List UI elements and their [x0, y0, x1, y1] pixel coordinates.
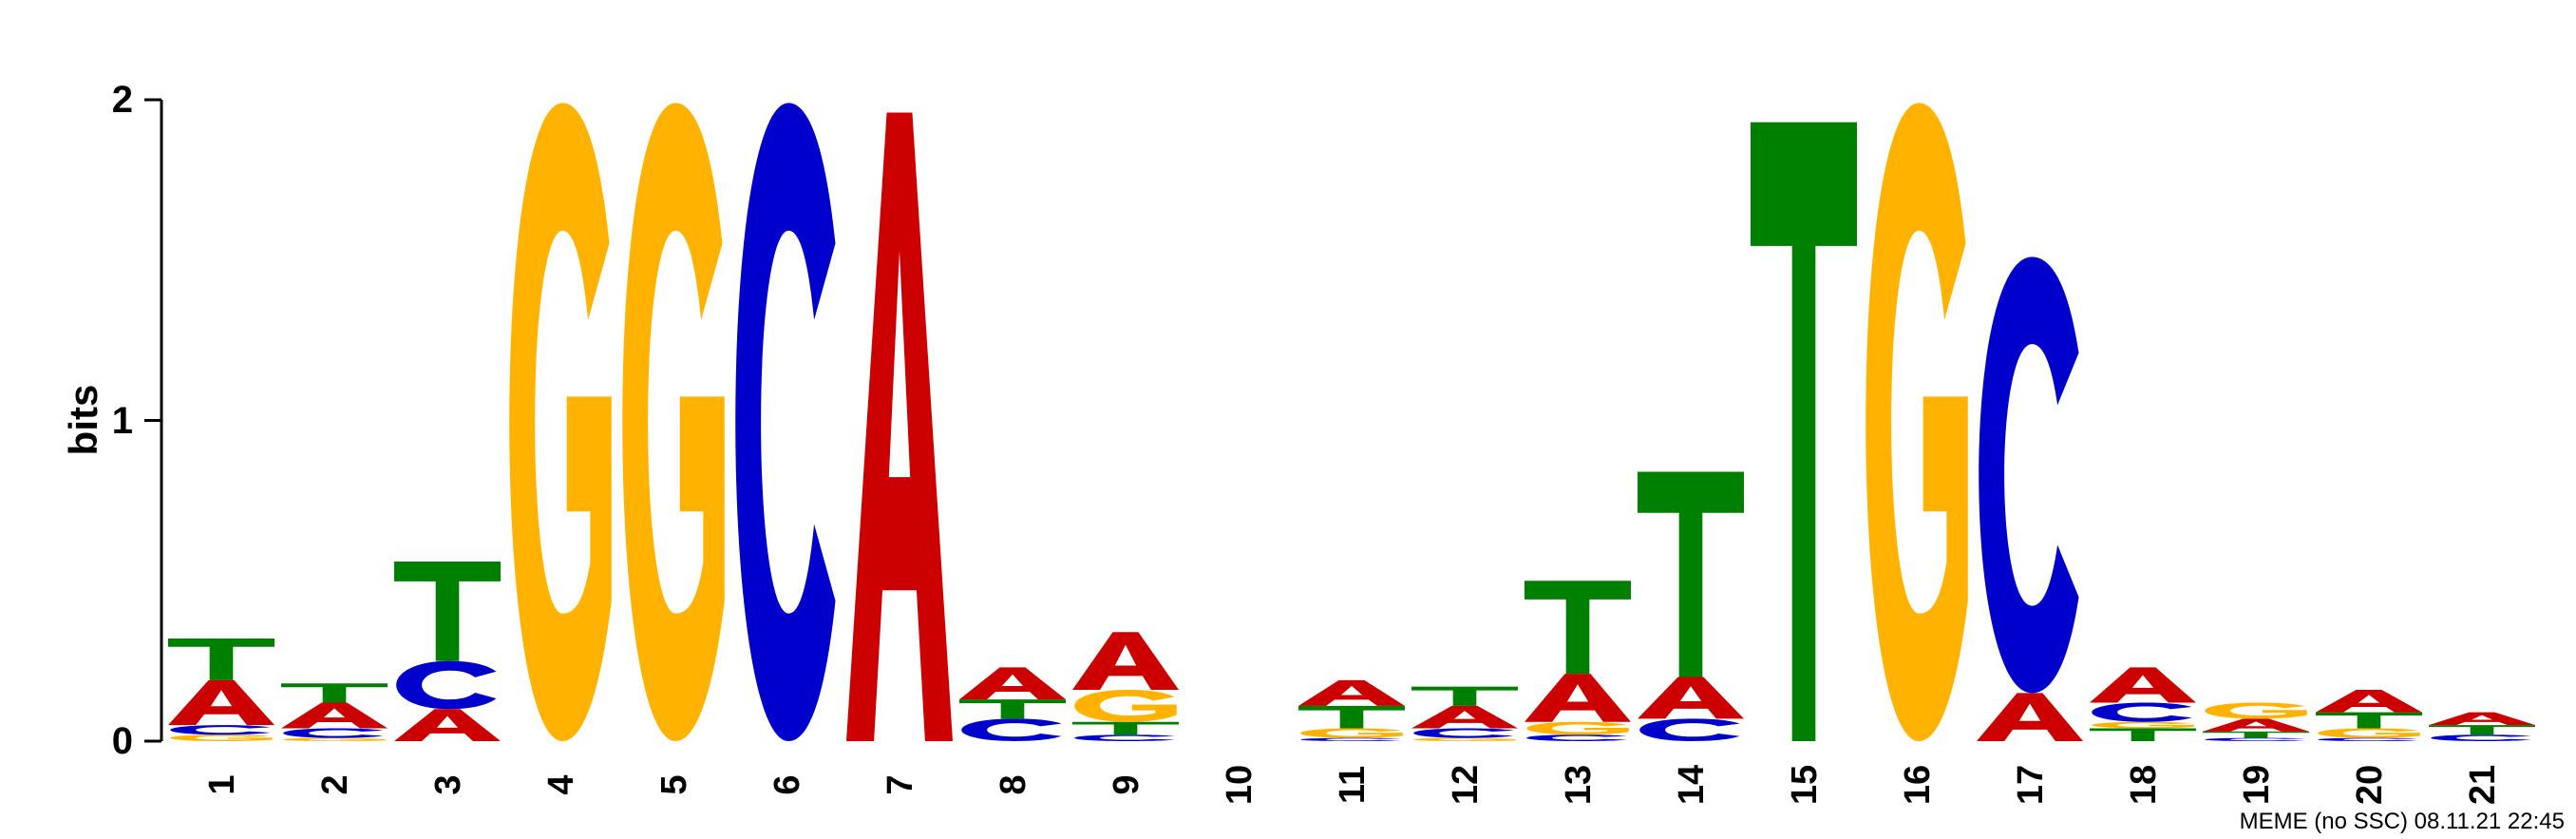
footer-text: MEME (no SSC) 08.11.21 22:45: [2240, 809, 2565, 834]
x-tick-label-9: 9: [1107, 774, 1146, 794]
letter-G-pos-1: [170, 734, 273, 741]
x-tick-label-12: 12: [1446, 765, 1486, 805]
x-tick-label-2: 2: [315, 774, 355, 794]
letter-G-pos-2: [283, 737, 386, 741]
x-tick-label-18: 18: [2124, 765, 2164, 805]
letter-A-pos-11: [1298, 679, 1405, 706]
x-tick-label-19: 19: [2237, 765, 2277, 805]
letter-G-pos-19: [2205, 702, 2307, 719]
x-tick-label-14: 14: [1672, 765, 1712, 805]
letter-C-pos-20: [2318, 737, 2418, 741]
letter-A-pos-2: [281, 702, 388, 729]
letter-T-pos-9: [1072, 721, 1179, 735]
letter-G-pos-16: [1866, 103, 1968, 741]
letter-G-pos-20: [2318, 728, 2420, 738]
letter-C-pos-19: [2205, 737, 2305, 741]
x-tick-label-15: 15: [1785, 765, 1825, 805]
x-tick-label-6: 6: [767, 774, 807, 794]
letter-A-pos-13: [1525, 674, 1631, 722]
letter-T-pos-13: [1525, 581, 1631, 675]
x-tick-label-3: 3: [428, 774, 468, 794]
letter-T-pos-12: [1411, 686, 1518, 706]
letter-C-pos-17: [1979, 257, 2079, 694]
x-tick-label-11: 11: [1333, 766, 1373, 804]
y-tick-label-1: 1: [112, 400, 133, 442]
letter-C-pos-6: [735, 103, 836, 741]
letter-T-pos-11: [1298, 705, 1405, 729]
letter-C-pos-21: [2431, 734, 2531, 741]
x-tick-label-13: 13: [1559, 765, 1599, 805]
letter-G-pos-9: [1074, 690, 1177, 722]
letter-A-pos-1: [168, 679, 275, 726]
x-tick-label-20: 20: [2350, 765, 2390, 805]
letter-C-pos-13: [1526, 734, 1627, 741]
letter-T-pos-14: [1638, 471, 1744, 677]
letter-T-pos-21: [2429, 725, 2535, 735]
letter-A-pos-18: [2090, 667, 2196, 703]
x-tick-label-7: 7: [881, 774, 920, 794]
y-tick-label-0: 0: [112, 720, 133, 762]
letter-G-pos-11: [1300, 728, 1403, 738]
letter-C-pos-8: [961, 718, 1062, 741]
x-tick-label-5: 5: [654, 774, 694, 794]
x-tick-label-10: 10: [1220, 765, 1260, 805]
letter-A-pos-14: [1638, 677, 1744, 719]
letter-T-pos-15: [1751, 122, 1857, 741]
x-axis-labels: 1 2 3 4 5 6 7 8 9 10 11 12 13 14 15 16 17 18 19 20 21: [202, 765, 2503, 805]
letter-C-pos-12: [1413, 728, 1514, 738]
logo-letters: [168, 103, 2535, 741]
letter-C-pos-1: [170, 725, 271, 735]
letter-A-pos-21: [2429, 712, 2535, 726]
letter-G-pos-5: [622, 103, 725, 741]
letter-T-pos-8: [959, 699, 1066, 719]
letter-A-pos-17: [1977, 693, 2083, 741]
y-axis-label: bits: [61, 385, 105, 456]
letter-G-pos-12: [1413, 737, 1516, 741]
letter-G-pos-18: [2092, 721, 2194, 729]
letter-A-pos-19: [2203, 718, 2309, 732]
letter-A-pos-12: [1411, 705, 1518, 729]
letter-C-pos-18: [2092, 702, 2192, 722]
letter-G-pos-4: [509, 103, 612, 741]
letter-A-pos-9: [1072, 632, 1179, 690]
x-tick-label-1: 1: [202, 774, 242, 794]
letter-A-pos-20: [2316, 690, 2422, 713]
x-tick-label-16: 16: [1898, 765, 1938, 805]
letter-C-pos-3: [396, 660, 497, 710]
x-tick-label-8: 8: [994, 774, 1033, 794]
letter-A-pos-3: [394, 709, 501, 741]
x-tick-label-4: 4: [541, 774, 581, 794]
letter-C-pos-9: [1074, 734, 1175, 741]
letter-G-pos-13: [1526, 721, 1629, 735]
y-axis: 2 1 0 bits: [61, 79, 163, 762]
letter-T-pos-1: [168, 639, 275, 680]
letter-T-pos-20: [2316, 712, 2422, 729]
letter-T-pos-19: [2203, 731, 2309, 738]
x-tick-label-21: 21: [2463, 765, 2503, 805]
letter-T-pos-18: [2090, 728, 2196, 741]
letter-T-pos-3: [394, 562, 501, 661]
letter-A-pos-7: [846, 112, 953, 741]
letter-A-pos-8: [959, 667, 1066, 700]
x-tick-label-17: 17: [2011, 765, 2051, 805]
letter-C-pos-11: [1300, 737, 1401, 741]
letter-C-pos-14: [1639, 718, 1740, 741]
y-tick-label-2: 2: [112, 79, 133, 121]
letter-C-pos-2: [283, 728, 384, 738]
letter-T-pos-2: [281, 683, 388, 703]
